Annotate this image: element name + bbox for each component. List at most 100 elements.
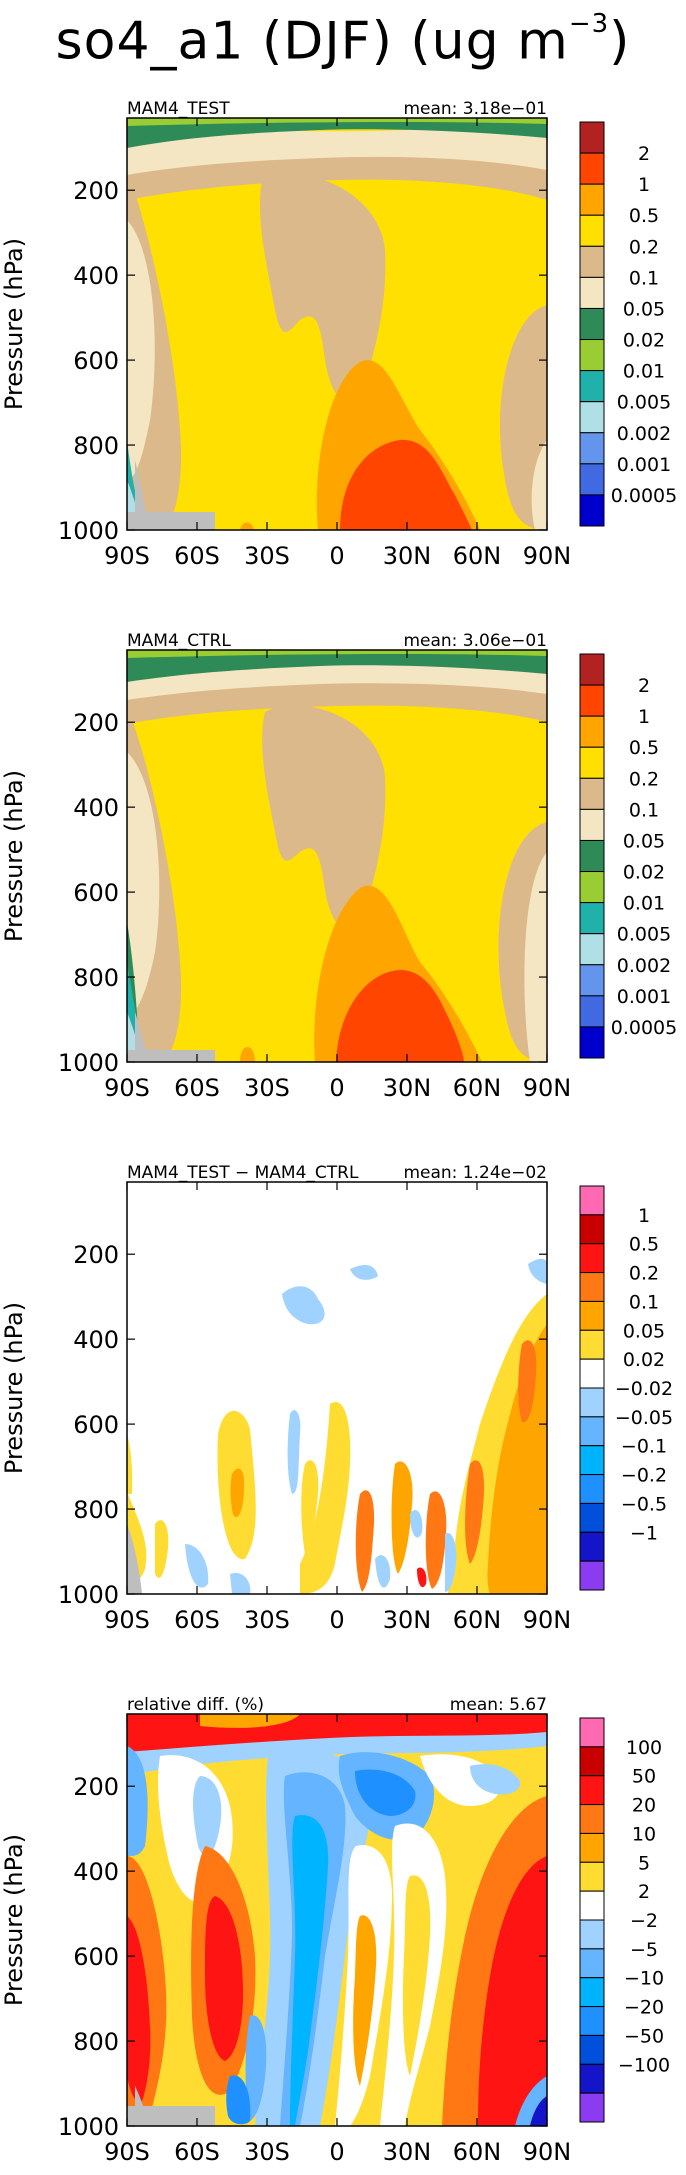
colorbar-swatch <box>579 2034 605 2065</box>
colorbar-swatch <box>579 933 605 966</box>
contour-field <box>127 118 547 530</box>
colorbar-swatch <box>579 1832 605 1863</box>
x-tick-label: 30N <box>383 1606 432 1634</box>
colorbar-label: 0.1 <box>629 267 659 289</box>
panel-relative-diff: relative diff. (%) mean: 5.67 90S 60S 30S 0 30… <box>0 1696 670 2166</box>
colorbar-swatch <box>579 653 605 686</box>
x-tick-label: 30N <box>383 542 432 570</box>
colorbar-swatch <box>579 1919 605 1950</box>
colorbar-label: 0.002 <box>617 955 671 977</box>
contour-field <box>127 650 547 1062</box>
y-tick-label: 1000 <box>58 517 119 545</box>
panel-title: MAM4_CTRL <box>127 632 231 651</box>
colorbar-label: 2 <box>638 675 650 697</box>
colorbar-swatch <box>579 2063 605 2094</box>
colorbar-swatch <box>579 245 605 278</box>
colorbar-label: 10 <box>632 1823 656 1845</box>
colorbar-swatch <box>579 214 605 247</box>
y-tick-label: 200 <box>73 1773 119 1801</box>
x-tick-label: 90S <box>104 1606 150 1634</box>
y-tick-label: 800 <box>73 432 119 460</box>
colorbar-label: 1 <box>638 1205 650 1227</box>
colorbar-swatch <box>579 1560 605 1591</box>
y-tick-label: 200 <box>73 709 119 737</box>
colorbar-label: 20 <box>632 1795 656 1817</box>
figure-title-prefix: so4_a1 (DJF) (ug m <box>55 11 569 72</box>
x-tick-label: 90N <box>523 2138 572 2166</box>
y-tick-label: 400 <box>73 262 119 290</box>
colorbar-swatch <box>579 463 605 496</box>
colorbar-swatch <box>579 964 605 997</box>
colorbar-swatch <box>579 1531 605 1562</box>
colorbar-swatch <box>579 1775 605 1806</box>
colorbar-swatch <box>579 839 605 873</box>
colorbar-swatch <box>579 746 605 779</box>
colorbar-swatch <box>579 1445 605 1476</box>
contour-field <box>127 1714 547 2126</box>
colorbar-swatch <box>579 1026 605 1059</box>
colorbar-label: 0.2 <box>629 1263 659 1285</box>
x-tick-label: 0 <box>329 1606 344 1634</box>
x-tick-label: 30S <box>244 542 290 570</box>
colorbar-label: −50 <box>624 2025 664 2047</box>
colorbar-label: 0.5 <box>629 205 659 227</box>
x-tick-label: 60N <box>453 1074 502 1102</box>
panel-test-minus-ctrl: MAM4_TEST − MAM4_CTRL mean: 1.24e−02 90S 60… <box>0 1164 673 1634</box>
x-tick-label: 0 <box>329 542 344 570</box>
x-tick-label: 90N <box>523 542 572 570</box>
colorbar-swatch <box>579 1214 605 1245</box>
colorbar-swatch <box>579 808 605 841</box>
x-tick-label: 0 <box>329 1074 344 1102</box>
colorbar-swatch <box>579 1300 605 1331</box>
colorbar-swatch <box>579 2092 605 2123</box>
y-tick-label: 1000 <box>58 1049 119 1077</box>
x-tick-label: 90S <box>104 542 150 570</box>
colorbar-swatch <box>579 1185 605 1216</box>
colorbar-swatch <box>579 777 605 810</box>
colorbar-label: −2 <box>630 1910 658 1932</box>
colorbar-swatch <box>579 2006 605 2036</box>
colorbar-label: 0.005 <box>617 924 671 946</box>
colorbar-swatch <box>579 1474 605 1504</box>
panel-mean-label: mean: 1.24e−02 <box>403 1164 547 1183</box>
y-axis-label: Pressure (hPa) <box>0 1302 28 1474</box>
colorbar-swatch <box>579 715 605 748</box>
colorbar-swatch <box>579 1416 605 1447</box>
panel-title: relative diff. (%) <box>127 1696 264 1715</box>
colorbar-label: 0.0005 <box>611 485 677 507</box>
colorbar-swatch <box>579 1948 605 1979</box>
panel-mam4-test: MAM4_TEST mean: 3.18e−01 90S 60S 30S 0 30N 60N 9… <box>0 100 677 570</box>
colorbar-swatch <box>579 902 605 935</box>
colorbar-swatch <box>579 432 605 465</box>
colorbar-swatch <box>579 684 605 717</box>
colorbar-label: 0.0005 <box>611 1017 677 1039</box>
colorbar-label: 100 <box>626 1737 662 1759</box>
colorbar-label: −10 <box>624 1968 664 1990</box>
colorbar-label: 0.01 <box>623 893 665 915</box>
colorbar-swatch <box>579 1502 605 1533</box>
y-tick-label: 200 <box>73 1241 119 1269</box>
colorbar-label: 0.2 <box>629 768 659 790</box>
colorbar-label: 0.05 <box>623 830 665 852</box>
x-tick-label: 90S <box>104 1074 150 1102</box>
panel-mean-label: mean: 3.18e−01 <box>403 100 547 119</box>
colorbar-label: 0.5 <box>629 1234 659 1256</box>
figure-title-exponent: −3 <box>568 9 610 39</box>
colorbar-label: −0.5 <box>621 1493 667 1515</box>
colorbar-label: 0.005 <box>617 392 671 414</box>
colorbar-label: 0.05 <box>623 298 665 320</box>
x-tick-label: 90N <box>523 1606 572 1634</box>
colorbar-label: −5 <box>630 1939 658 1961</box>
y-tick-label: 600 <box>73 1943 119 1971</box>
x-tick-label: 0 <box>329 2138 344 2166</box>
y-axis-label: Pressure (hPa) <box>0 238 28 410</box>
colorbar-swatch <box>579 276 605 309</box>
colorbar-label: 0.2 <box>629 236 659 258</box>
x-tick-label: 60N <box>453 2138 502 2166</box>
colorbar-label: 0.02 <box>623 330 665 352</box>
colorbar-swatch <box>579 871 605 904</box>
x-tick-label: 90N <box>523 1074 572 1102</box>
y-tick-label: 600 <box>73 1411 119 1439</box>
colorbar-label: 0.001 <box>617 454 671 476</box>
y-tick-label: 800 <box>73 2028 119 2056</box>
